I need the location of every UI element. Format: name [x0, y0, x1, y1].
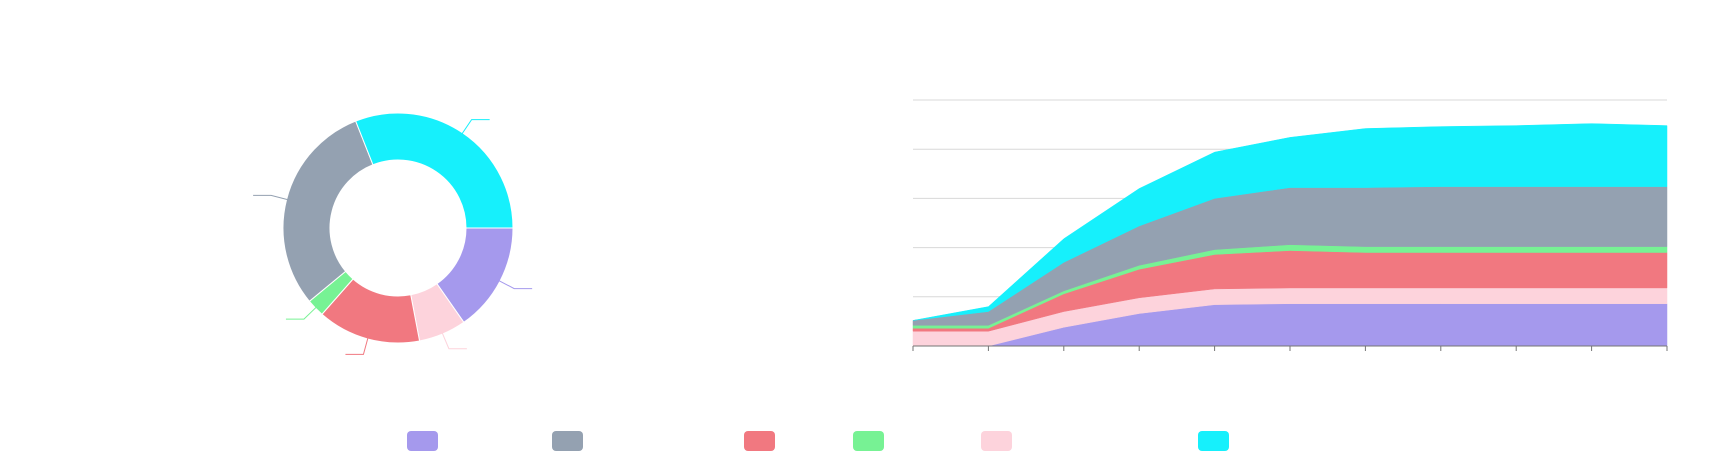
legend-swatch-s6 — [1198, 431, 1229, 451]
donut-leader-s1 — [497, 279, 533, 290]
donut-slice-s6 — [355, 112, 514, 229]
area-layers — [912, 123, 1668, 347]
x-axis — [912, 345, 1668, 351]
donut-leader-s2 — [253, 194, 290, 201]
legend-swatch-s3 — [744, 431, 775, 451]
donut-slice-s2 — [282, 120, 374, 303]
donut-leader-s6 — [460, 119, 490, 136]
stacked-area-chart — [912, 99, 1668, 351]
legend-swatch-s5 — [981, 431, 1012, 451]
donut-chart — [253, 112, 533, 355]
legend-swatch-s1 — [407, 431, 438, 451]
legend-swatch-s4 — [853, 431, 884, 451]
area-layer-s6 — [912, 123, 1668, 321]
donut-leader-s4 — [285, 305, 318, 320]
donut-leader-s5 — [441, 331, 467, 350]
donut-leader-s3 — [345, 335, 369, 355]
legend-swatch-s2 — [552, 431, 583, 451]
